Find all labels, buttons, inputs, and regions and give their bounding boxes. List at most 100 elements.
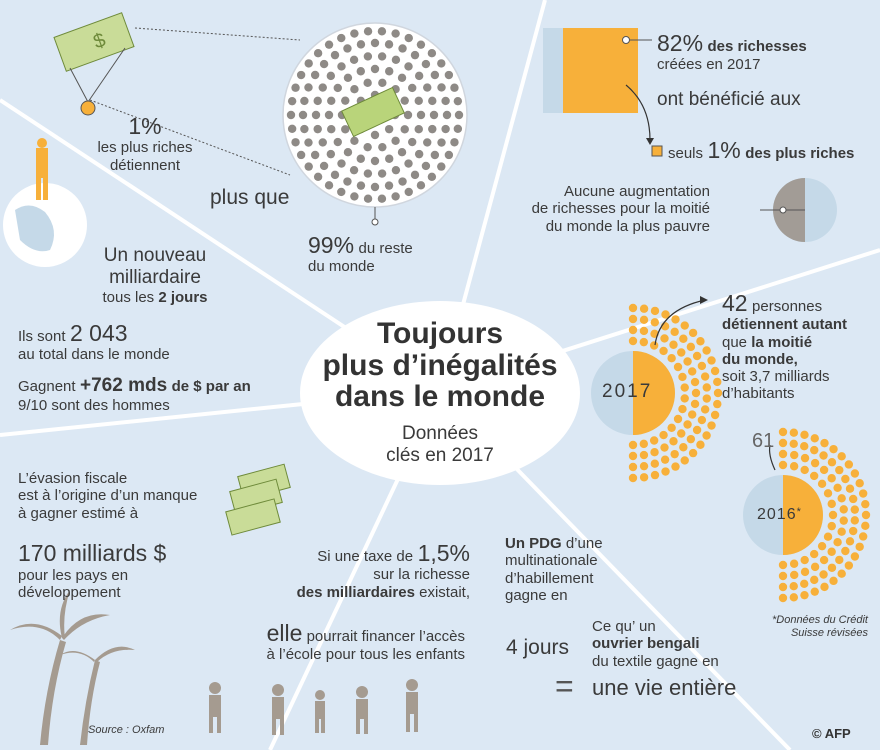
q7-l2: multinationale [505,552,598,570]
crowd-dot [408,137,417,147]
orange-dot [820,582,829,592]
orange-dot [628,314,638,324]
q2-a1: Aucune augmentation [564,183,710,200]
orange-dot [789,428,799,437]
q3-n2: milliardaire [109,266,201,288]
orange-dot [707,356,716,365]
crowd-dot [428,96,437,106]
crowd-dot [341,125,350,134]
crowd-dot [343,148,353,157]
orange-dot [628,451,638,461]
orange-dot [839,505,848,514]
q6-text2: elle pourrait financer l’accès à l’école… [195,620,465,664]
crowd-dot [414,125,423,134]
money-stack-icon [225,463,291,536]
q1-text: 1% les plus riches détiennent [80,113,210,174]
crowd-dot [287,124,297,134]
orange-dot [800,441,809,451]
crowd-dot [363,169,373,178]
orange-dot [819,555,829,565]
q6-l1a: Si une taxe de [317,548,414,565]
crowd-dot [391,136,400,146]
orange-dot [679,443,688,452]
crowd-dot [429,110,439,120]
crowd-dot [397,73,407,82]
orange-dot [850,516,859,525]
orange-dot [827,458,837,467]
crowd-dot [377,27,387,36]
palm-trees-icon [10,590,135,745]
crowd-dot [286,110,296,120]
orange-dot [702,383,711,392]
orange-dot [639,304,649,313]
crowd-dot [330,50,340,60]
crowd-dot [333,83,342,93]
orange-dot [700,405,710,414]
orange-dot [688,328,698,338]
crowd-dot [398,44,407,53]
orange-dot [789,581,798,591]
q6-text: Si une taxe de 1,5% sur la richesse des … [280,540,470,601]
orange-dot [823,489,833,498]
crowd-dot [350,136,359,146]
q5-l3: à gagner estimé à [18,504,139,522]
orange-dot [817,541,827,551]
orange-dot [678,372,687,382]
q2-bold: des richesses [707,38,807,55]
orange-dot [628,325,638,335]
orange-dot [800,567,810,577]
q6-l2: sur la richesse [373,566,470,584]
q6-elle: elle [266,620,303,646]
orange-dot [829,576,838,586]
crowd-dot [391,165,401,175]
q3-gagnent: Gagnent +762 mds de $ par an 9/10 sont d… [18,375,251,414]
crowd-dot [437,162,446,171]
q3-s1: Ils sont [18,328,66,345]
orange-dot [789,439,798,449]
q3-n3: tous les [102,288,155,306]
orange-dot [778,593,788,603]
q4-year-2016: 2016* [757,506,802,524]
crowd-dot [363,78,372,88]
orange-dot [688,367,697,376]
orange-dot [837,452,846,461]
orange-dot [778,560,788,570]
crowd-dot [296,70,306,80]
orange-dot [837,494,846,503]
orange-dot [696,440,705,449]
orange-dot [670,449,679,459]
orange-dot [841,474,850,484]
q7-vie: une vie entière [592,675,737,700]
crowd-dot [337,33,346,43]
orange-dot [671,315,680,324]
q6-l5: à l’école pour tous les enfants [266,646,465,664]
orange-dot [810,587,819,596]
crowd-dot [414,96,423,105]
orange-dot [677,348,686,357]
q3-ils-sont: Ils sont 2 043 au total dans le monde [18,320,170,364]
crowd-dot [304,59,313,68]
crowd-dot [324,40,334,49]
q4-num: 42 [722,290,748,316]
crowd-dot [313,96,322,106]
crowd-dot [333,137,342,147]
crowd-dot [319,59,329,69]
orange-dot [661,467,670,476]
orange-dot [810,434,819,443]
crowd-dot [356,67,365,76]
q6-l3a: des milliardaires [296,583,415,601]
orange-dot [819,465,829,475]
crowd-dot [453,96,463,106]
orange-dot [839,516,848,525]
crowd-dot [400,96,409,105]
q7-text: Un PDG d’une multinationale d’habillemen… [505,535,603,604]
crowd-dot [326,71,336,81]
orange-dot [855,542,864,551]
orange-dot [669,340,678,349]
orange-dot [819,451,828,460]
crowd-dot [442,110,452,120]
orange-dot [683,420,692,429]
crowd-dot [349,165,359,175]
subtitle: Données clés en 2017 [330,423,550,467]
